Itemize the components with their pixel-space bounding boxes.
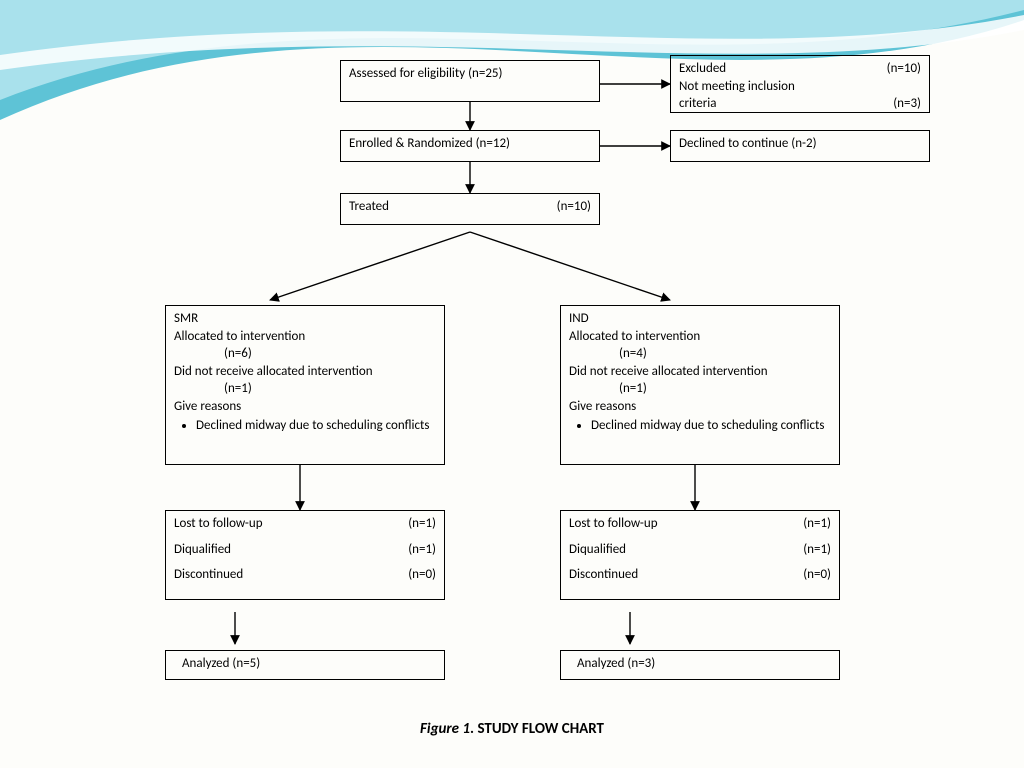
node-excluded: Excluded(n=10)Not meeting inclusioncrite… [670,55,930,113]
caption-title: STUDY FLOW CHART [477,720,604,738]
node-smr-followup: Lost to follow-up(n=1)Diqualified(n=1)Di… [165,510,445,600]
node-enrolled: Enrolled & Randomized (n=12) [340,130,600,162]
arrow-layer [0,0,1024,768]
node-declined: Declined to continue (n-2) [670,130,930,162]
node-assessed: Assessed for eligibility (n=25) [340,60,600,102]
node-text: Declined to continue (n-2) [679,136,817,151]
node-ind-allocation: INDAllocated to intervention(n=4)Did not… [560,305,840,465]
node-smr-allocation: SMRAllocated to intervention(n=6)Did not… [165,305,445,465]
node-text: Analyzed (n=5) [182,656,260,671]
flowchart-stage: Assessed for eligibility (n=25) Excluded… [0,0,1024,768]
node-text: Analyzed (n=3) [577,656,655,671]
figure-caption: Figure 1. STUDY FLOW CHART [0,720,1024,738]
node-text: Assessed for eligibility (n=25) [349,66,502,81]
node-text: Enrolled & Randomized (n=12) [349,136,510,151]
node-ind-analyzed: Analyzed (n=3) [560,650,840,680]
node-ind-followup: Lost to follow-up(n=1)Diqualified(n=1)Di… [560,510,840,600]
node-smr-analyzed: Analyzed (n=5) [165,650,445,680]
node-treated: Treated(n=10) [340,193,600,225]
caption-figure: Figure 1 [420,720,470,738]
